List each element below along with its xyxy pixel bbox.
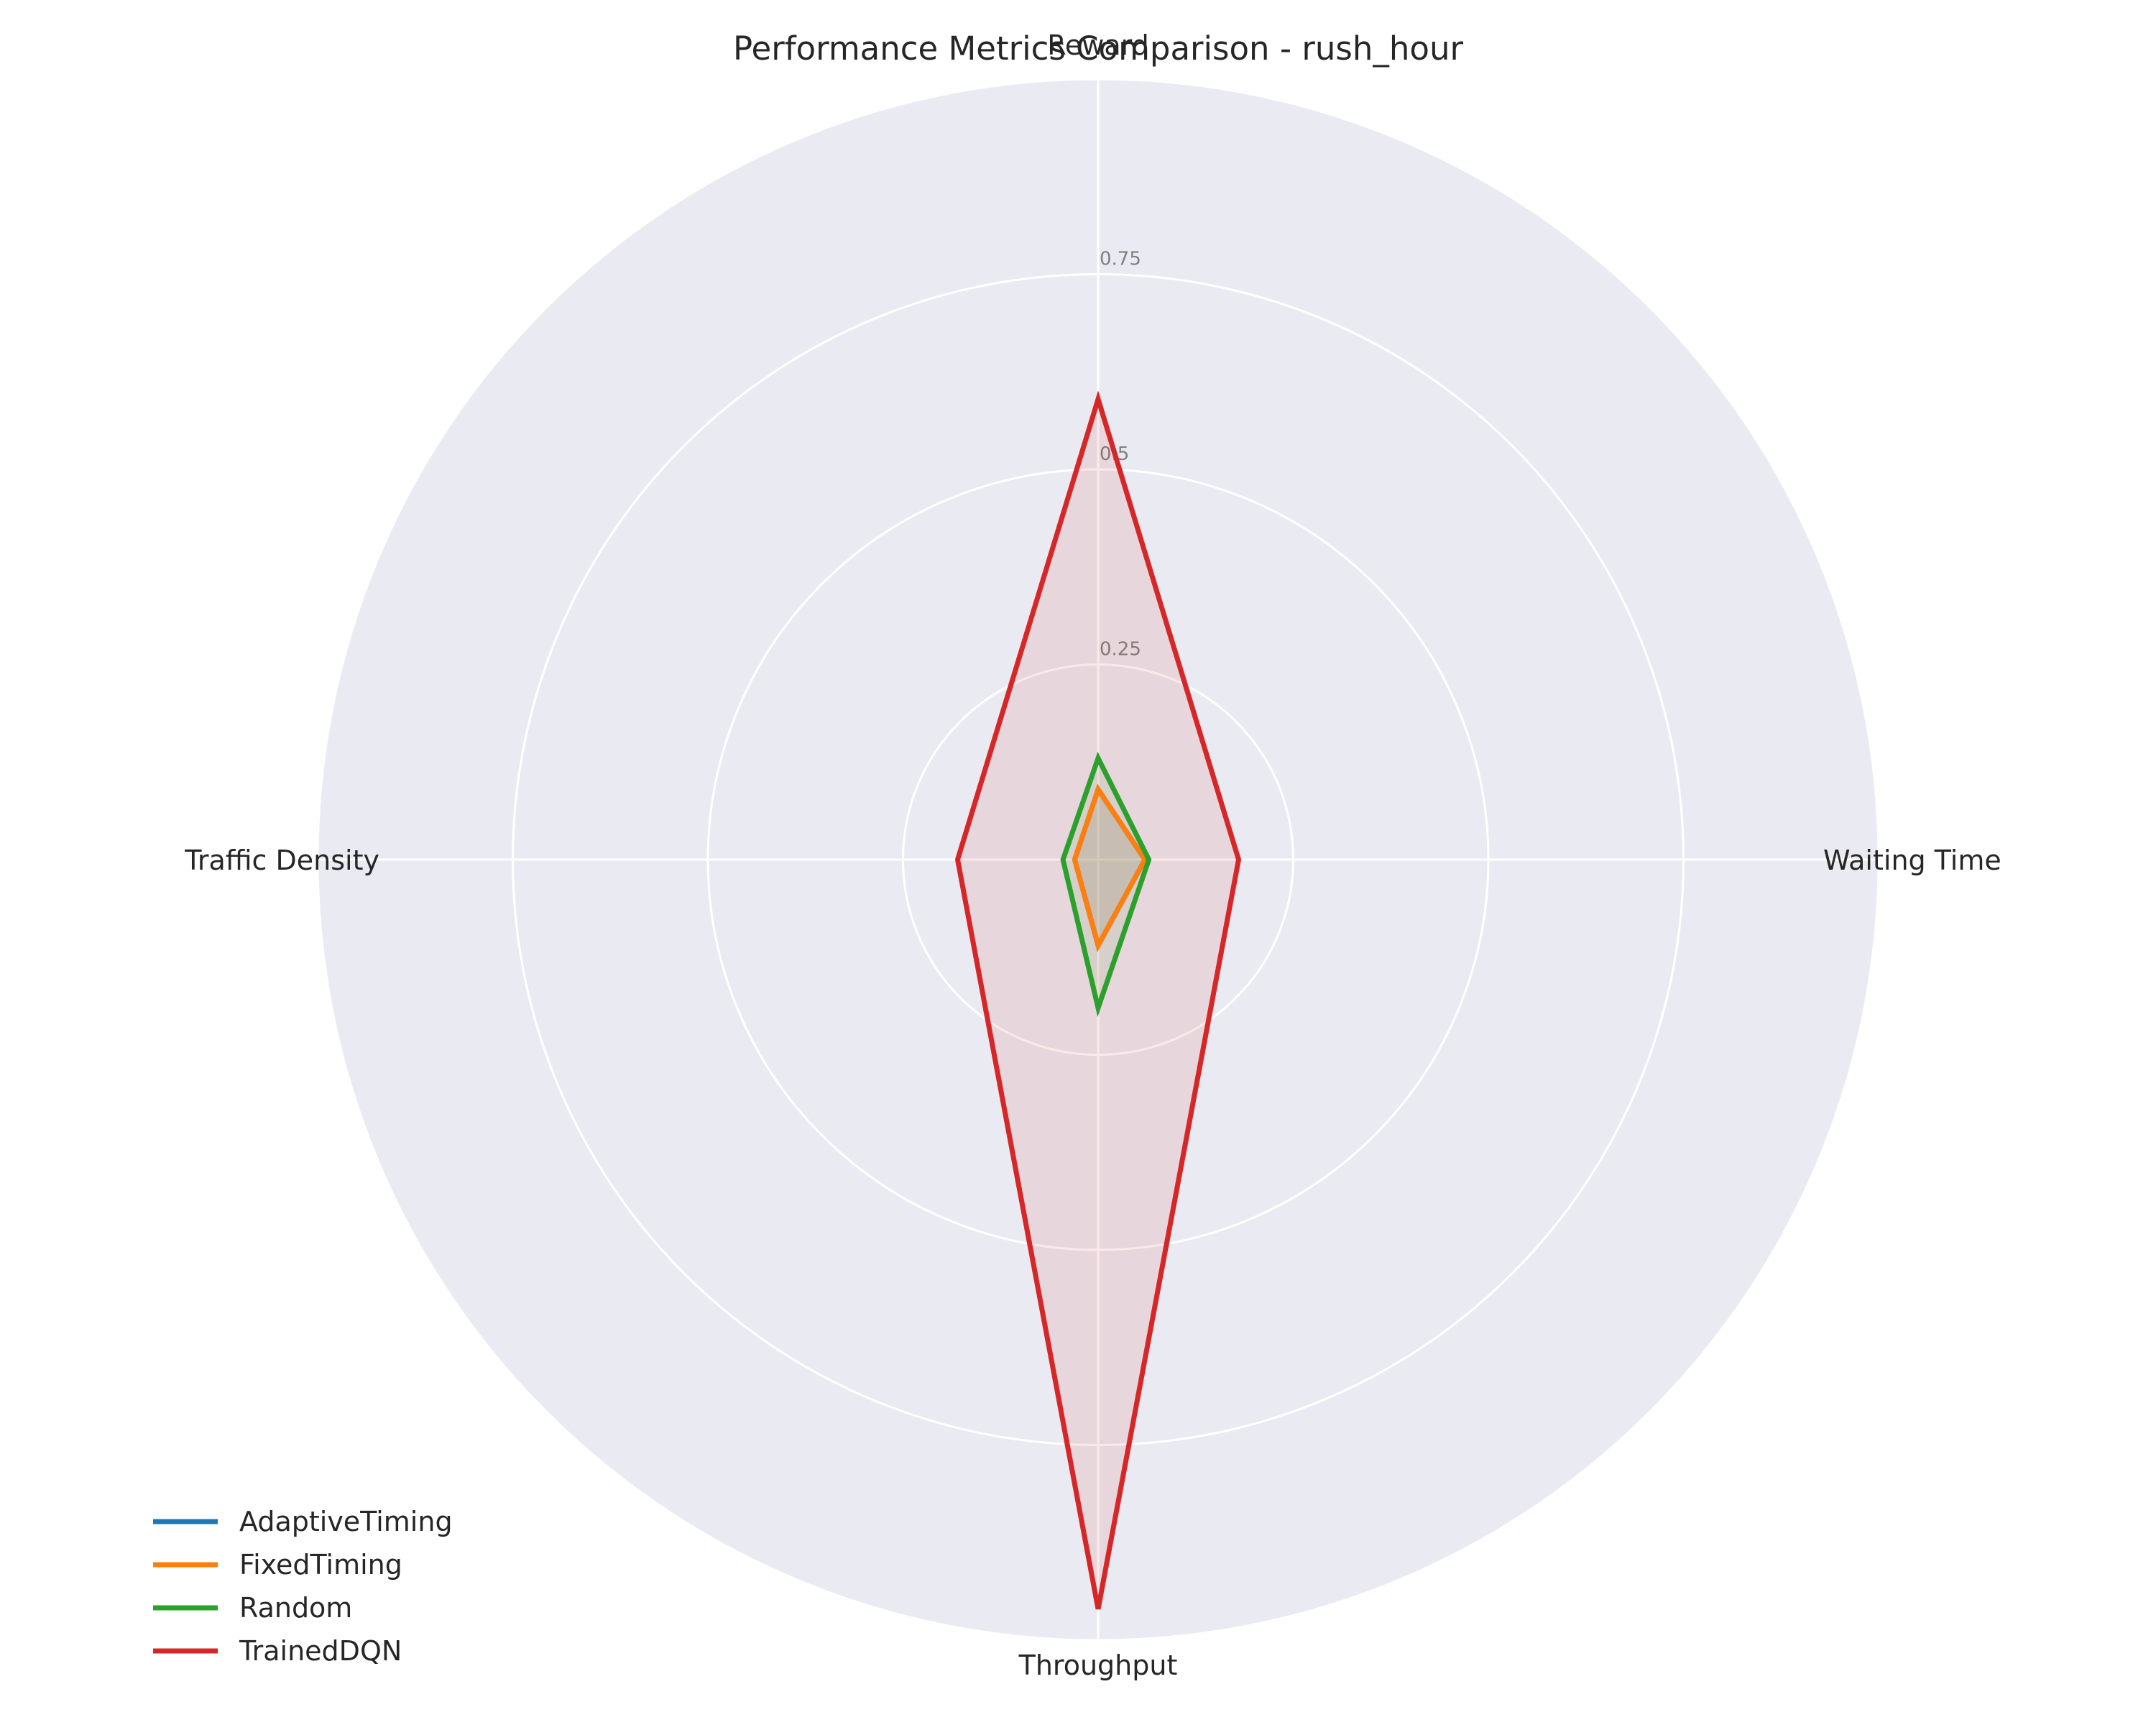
tick-label-0: 0.25	[1100, 639, 1141, 661]
series-fill-0	[1074, 789, 1146, 946]
tick-label-2: 0.75	[1100, 249, 1141, 270]
series-line-3	[954, 390, 1242, 1610]
axis-label-2: Throughput	[1018, 1650, 1178, 1681]
axis-label-3: Traffic Density	[184, 845, 379, 876]
axis-label-0: Reward	[1047, 29, 1149, 61]
series-fill-1	[1074, 789, 1146, 946]
legend: AdaptiveTiming FixedTiming Random TrainedDQ…	[153, 1506, 453, 1667]
legend-label-1: FixedTiming	[239, 1549, 402, 1581]
series-line-1	[1072, 783, 1148, 952]
legend-label-0: AdaptiveTiming	[239, 1506, 453, 1537]
axis-label-1: Waiting Time	[1823, 845, 2001, 876]
legend-label-2: Random	[239, 1592, 352, 1624]
chart-title: Performance Metrics Comparison - rush_ho…	[733, 29, 1463, 68]
series-line-2	[1060, 751, 1152, 1017]
legend-label-3: TrainedDQN	[239, 1635, 402, 1667]
